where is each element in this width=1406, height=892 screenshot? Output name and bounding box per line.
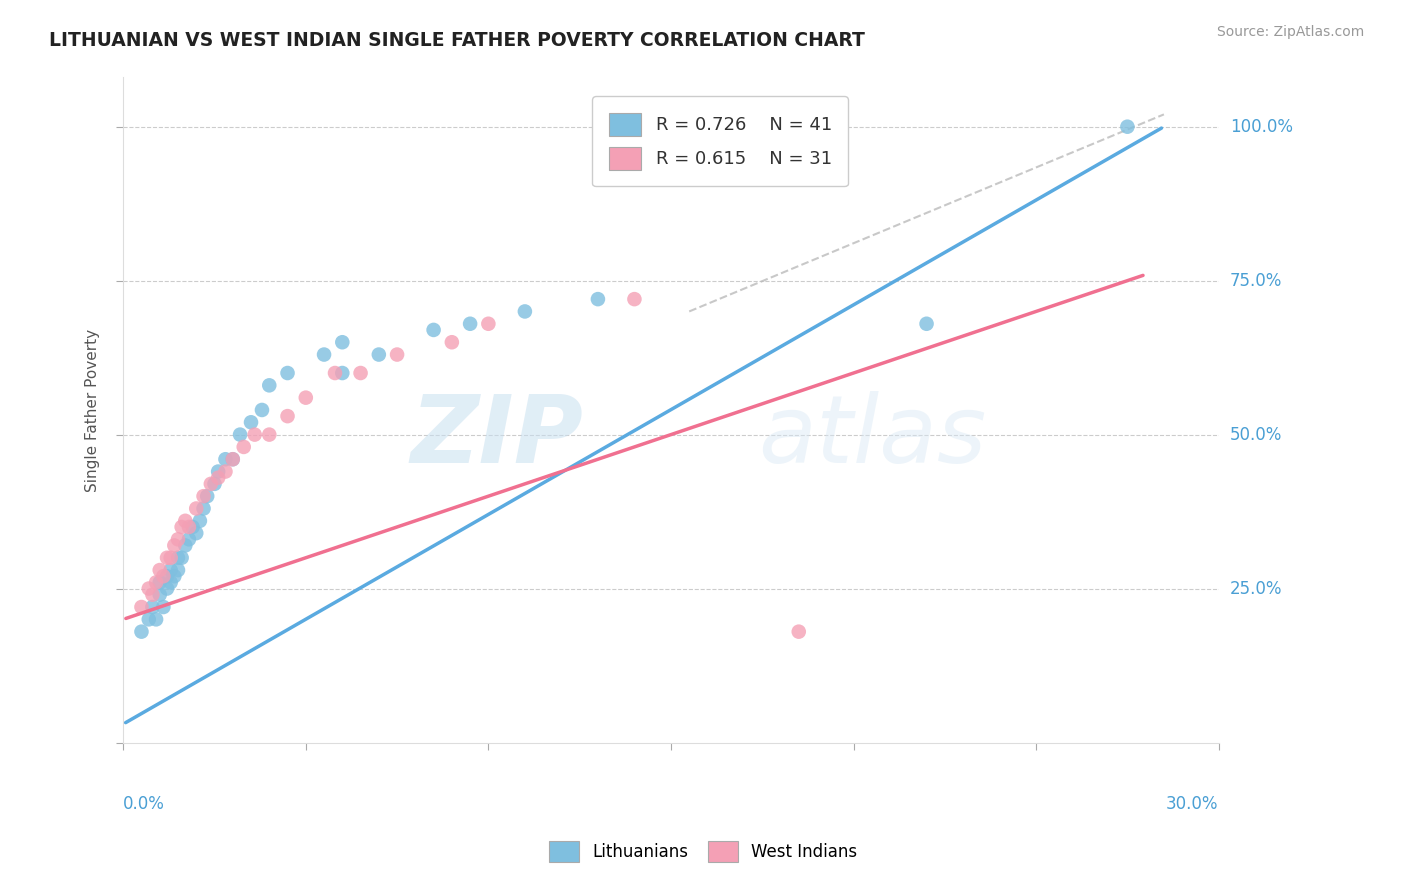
Point [330,366,353,380]
Text: ZIP: ZIP [411,391,583,483]
Point [207,471,229,485]
Point [170,550,193,565]
Point [193,489,215,503]
Point [177,520,200,534]
Point [149,588,172,602]
Point [145,612,167,626]
Legend: R = 0.726    N = 41, R = 0.615    N = 31: R = 0.726 N = 41, R = 0.615 N = 31 [592,96,848,186]
Point [167,550,190,565]
Text: LITHUANIAN VS WEST INDIAN SINGLE FATHER POVERTY CORRELATION CHART: LITHUANIAN VS WEST INDIAN SINGLE FATHER … [49,31,865,50]
Point [422,323,444,337]
Point [1116,120,1139,134]
Text: atlas: atlas [759,391,987,482]
Point [156,550,179,565]
Point [330,335,353,350]
Point [440,335,463,350]
Point [149,563,172,577]
Point [145,575,167,590]
Point [170,520,193,534]
Point [259,378,281,392]
Point [586,292,609,306]
Point [204,476,226,491]
Y-axis label: Single Father Poverty: Single Father Poverty [86,328,100,491]
Point [200,476,222,491]
Text: 75.0%: 75.0% [1230,272,1282,290]
Legend: Lithuanians, West Indians: Lithuanians, West Indians [540,832,866,871]
Text: 0.0%: 0.0% [124,795,165,813]
Point [232,440,254,454]
Point [131,600,153,615]
Point [186,501,208,516]
Point [207,465,229,479]
Point [181,520,204,534]
Point [156,569,179,583]
Point [277,366,299,380]
Point [259,427,281,442]
Point [367,347,389,361]
Point [195,489,218,503]
Point [131,624,153,639]
Point [177,533,200,547]
Text: 100.0%: 100.0% [1230,118,1292,136]
Point [458,317,481,331]
Point [513,304,536,318]
Text: Source: ZipAtlas.com: Source: ZipAtlas.com [1216,25,1364,39]
Point [138,612,160,626]
Point [787,624,810,639]
Point [167,563,190,577]
Point [186,526,208,541]
Point [159,550,181,565]
Point [385,347,408,361]
Point [623,292,645,306]
Point [174,538,197,552]
Point [243,427,266,442]
Point [323,366,346,380]
Point [214,452,236,467]
Point [193,501,215,516]
Point [159,563,181,577]
Point [159,575,181,590]
Point [163,569,186,583]
Point [141,600,163,615]
Point [349,366,371,380]
Point [214,465,236,479]
Point [152,600,174,615]
Point [229,427,252,442]
Point [141,588,163,602]
Point [277,409,299,424]
Point [174,514,197,528]
Point [294,391,316,405]
Point [477,317,499,331]
Text: 30.0%: 30.0% [1166,795,1219,813]
Point [188,514,211,528]
Point [915,317,938,331]
Point [163,538,186,552]
Point [222,452,245,467]
Point [222,452,245,467]
Point [312,347,335,361]
Text: 25.0%: 25.0% [1230,580,1282,598]
Point [152,569,174,583]
Text: 50.0%: 50.0% [1230,425,1282,443]
Point [149,575,172,590]
Point [240,415,263,429]
Point [156,582,179,596]
Point [250,403,273,417]
Point [138,582,160,596]
Point [167,533,190,547]
